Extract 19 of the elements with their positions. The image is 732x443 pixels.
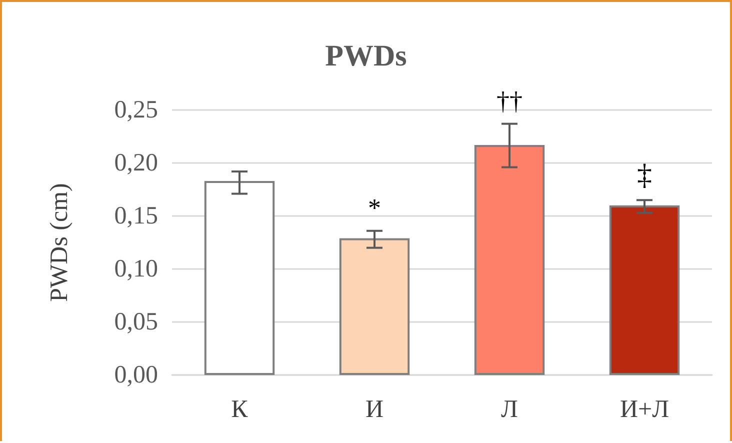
y-tick-label: 0,15 [114,202,158,230]
annotation: * [368,193,381,222]
chart-title: PWDs [325,40,407,72]
y-tick-label: 0,00 [114,362,158,388]
bar [339,238,410,375]
x-tick-label: Л [501,396,518,423]
x-tick-label: И [365,396,384,423]
y-tick-label: 0,25 [114,96,158,124]
annotation: †† [496,86,522,116]
y-tick-label: 0,05 [114,308,158,336]
bar [609,205,680,375]
y-axis-title: PWDs (cm) [46,183,73,302]
bar [474,144,545,375]
y-tick-label: 0,20 [114,150,158,176]
bar [204,181,275,375]
x-tick-label: К [231,396,248,423]
x-tick-label: И+Л [620,396,670,423]
annotation: ‡ [637,158,652,192]
y-tick-label: 0,10 [114,256,158,282]
